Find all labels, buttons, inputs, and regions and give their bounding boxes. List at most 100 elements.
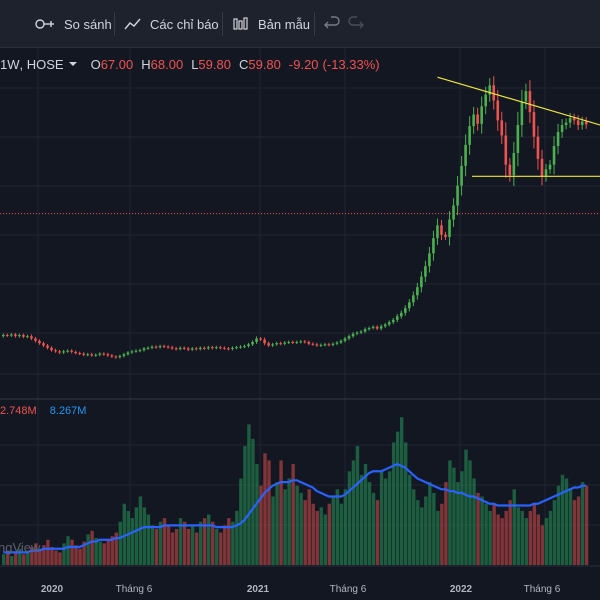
candle-body (215, 347, 218, 349)
legend-exchange: HOSE (26, 56, 64, 72)
undo-icon[interactable] (324, 16, 340, 32)
volume-bar (375, 500, 380, 565)
candle-body (512, 153, 516, 176)
volume-bar (395, 431, 400, 565)
templates-button[interactable]: Bản mẫu (232, 12, 310, 36)
volume-bar (198, 521, 203, 565)
volume-bar (516, 507, 520, 565)
volume-bar (130, 518, 135, 565)
volume-bar (468, 460, 472, 565)
volume-bar (86, 534, 90, 565)
volume-ma-value: 8.267M (49, 405, 87, 417)
candle-body (456, 185, 459, 206)
time-axis-label: Tháng 6 (524, 584, 561, 595)
candle-body (223, 347, 226, 349)
candle-body (207, 347, 210, 349)
volume-bar (339, 503, 344, 565)
time-axis-label: 2020 (41, 584, 64, 595)
candle-body (552, 146, 556, 165)
candle-body (211, 347, 214, 349)
volume-bar (548, 510, 553, 565)
volume-bar (227, 518, 231, 565)
candle-body (62, 351, 65, 353)
volume-bar (532, 503, 537, 565)
compare-button[interactable]: So sánh (34, 12, 112, 36)
candle-body (18, 335, 21, 337)
candle-body (319, 344, 323, 346)
candle-body (299, 341, 303, 343)
indicators-button[interactable]: Các chỉ báo (124, 12, 219, 36)
candle-body (452, 205, 455, 220)
top-toolbar: So sánh Các chỉ báo Bản mẫu (0, 0, 600, 48)
candle-body (307, 342, 311, 344)
volume-bar (62, 543, 66, 565)
volume-bar (194, 532, 199, 565)
candle-body (379, 326, 383, 329)
candle-body (122, 354, 126, 356)
candle-body (468, 126, 471, 145)
volume-bar (82, 541, 86, 565)
volume-bar (50, 546, 54, 565)
candle-body (243, 346, 246, 348)
candle-body (54, 350, 57, 352)
watermark-logo: ngView (0, 540, 41, 555)
legend-change-pct: (-13.33%) (322, 56, 380, 72)
candle-body (544, 169, 548, 177)
indicators-label: Các chỉ báo (150, 16, 219, 32)
toolbar-divider (314, 12, 315, 36)
candle-body (532, 112, 536, 137)
candle-body (500, 120, 504, 136)
time-axis-label: 2022 (450, 584, 473, 595)
legend-high-key: H (141, 56, 151, 72)
volume-bar (154, 528, 159, 565)
candle-body (472, 114, 475, 127)
chevron-down-icon[interactable] (68, 62, 77, 66)
volume-bar (440, 503, 444, 565)
volume-bar (38, 548, 42, 565)
volume-bar (464, 449, 468, 565)
candle-body (142, 348, 146, 351)
volume-bar (544, 518, 549, 565)
volume-bar (54, 550, 58, 565)
volume-bar (30, 546, 34, 565)
candle-body (50, 347, 53, 351)
volume-bar (70, 539, 74, 565)
volume-bar (174, 528, 179, 565)
volume-bar (416, 500, 420, 565)
volume-bar (363, 464, 368, 565)
candle-body (186, 348, 190, 350)
redo-icon[interactable] (348, 16, 364, 32)
candle-body (279, 343, 282, 345)
volume-bar (576, 496, 581, 565)
volume-bar (126, 510, 131, 565)
candle-body (399, 312, 403, 317)
candle-body (520, 101, 524, 125)
volume-bar (98, 541, 102, 565)
volume-bar (150, 525, 155, 565)
volume-bar (110, 536, 114, 565)
candle-body (508, 164, 512, 176)
volume-bar (323, 514, 327, 565)
volume-bar (142, 507, 147, 565)
candle-body (30, 336, 33, 339)
candle-body (182, 347, 186, 349)
volume-bar (580, 482, 585, 565)
volume-bar (74, 545, 78, 565)
volume-bar (134, 507, 139, 565)
candle-body (480, 106, 483, 124)
candle-body (130, 351, 134, 353)
candle-body (295, 342, 299, 343)
candle-body (74, 351, 77, 354)
volume-bar (190, 525, 195, 565)
candle-body (351, 333, 355, 337)
candle-body (114, 356, 118, 358)
candle-body (263, 339, 266, 344)
volume-bar (186, 528, 191, 565)
candle-body (367, 328, 371, 330)
volume-bar (66, 536, 70, 565)
volume-bar (347, 471, 352, 565)
legend-close-value: 59.80 (248, 56, 281, 72)
candle-body (560, 125, 564, 132)
volume-bar (42, 545, 46, 565)
